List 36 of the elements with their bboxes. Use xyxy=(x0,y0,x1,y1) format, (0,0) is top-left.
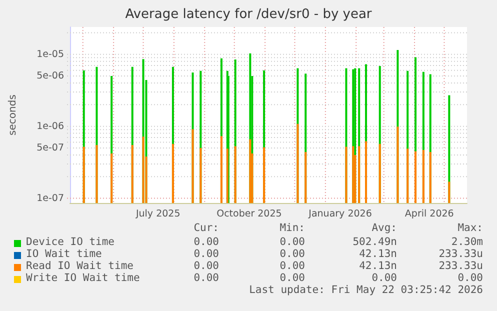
text: 233.33u xyxy=(438,260,483,272)
y-tick-label: 1e-05 xyxy=(36,48,64,60)
x-tick-label: October 2025 xyxy=(216,208,282,220)
text: 0.00 xyxy=(280,272,305,284)
text: 0.00 xyxy=(194,236,219,248)
text: 42.13n xyxy=(359,260,397,272)
legend-label: Write IO Wait time xyxy=(26,272,140,284)
text: 2.30m xyxy=(451,236,483,248)
x-tick-label: January 2026 xyxy=(308,208,372,220)
text: 42.13n xyxy=(359,248,397,260)
text: Max: xyxy=(458,222,483,234)
text: 0.00 xyxy=(458,272,483,284)
y-tick-label: 1e-07 xyxy=(36,192,64,204)
text: 0.00 xyxy=(372,272,397,284)
text: 0.00 xyxy=(280,260,305,272)
legend-label: Read IO Wait time xyxy=(26,260,134,272)
y-tick-label: 5e-07 xyxy=(36,142,64,154)
chart-title: Average latency for /dev/sr0 - by year xyxy=(125,7,372,22)
text: 502.49n xyxy=(352,236,397,248)
legend-label: IO Wait time xyxy=(26,248,102,260)
x-tick-label: July 2025 xyxy=(134,208,180,220)
text: 0.00 xyxy=(194,272,219,284)
x-tick-label: April 2026 xyxy=(404,208,454,220)
text: Avg: xyxy=(372,222,397,234)
text: Cur: xyxy=(194,222,219,234)
y-tick-label: 5e-06 xyxy=(36,70,64,82)
text: 0.00 xyxy=(280,248,305,260)
text: 0.00 xyxy=(194,260,219,272)
text: 0.00 xyxy=(194,248,219,260)
text: 233.33u xyxy=(438,248,483,260)
text: Min: xyxy=(280,222,305,234)
text: 0.00 xyxy=(280,236,305,248)
y-tick-label: 1e-06 xyxy=(36,120,64,132)
y-axis-title: seconds xyxy=(8,94,18,136)
text: Last update: Fri May 22 03:25:42 2026 xyxy=(249,284,483,296)
legend-label: Device IO time xyxy=(26,236,115,248)
